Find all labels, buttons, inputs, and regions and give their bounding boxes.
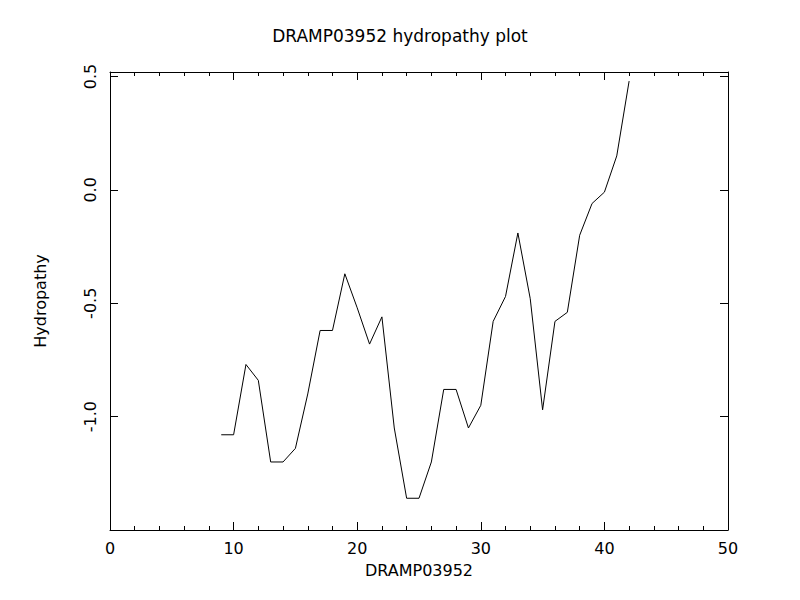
svg-text:0.5: 0.5 — [81, 64, 100, 89]
svg-text:Hydropathy: Hydropathy — [31, 254, 50, 348]
svg-text:20: 20 — [347, 539, 367, 558]
svg-text:10: 10 — [223, 539, 243, 558]
svg-text:DRAMP03952 hydropathy plot: DRAMP03952 hydropathy plot — [272, 26, 528, 46]
svg-text:40: 40 — [594, 539, 614, 558]
svg-text:0.0: 0.0 — [81, 177, 100, 202]
svg-text:50: 50 — [718, 539, 738, 558]
svg-text:-0.5: -0.5 — [81, 288, 100, 319]
svg-text:DRAMP03952: DRAMP03952 — [365, 561, 473, 580]
svg-text:-1.0: -1.0 — [81, 401, 100, 432]
svg-text:30: 30 — [471, 539, 491, 558]
svg-text:0: 0 — [105, 539, 115, 558]
